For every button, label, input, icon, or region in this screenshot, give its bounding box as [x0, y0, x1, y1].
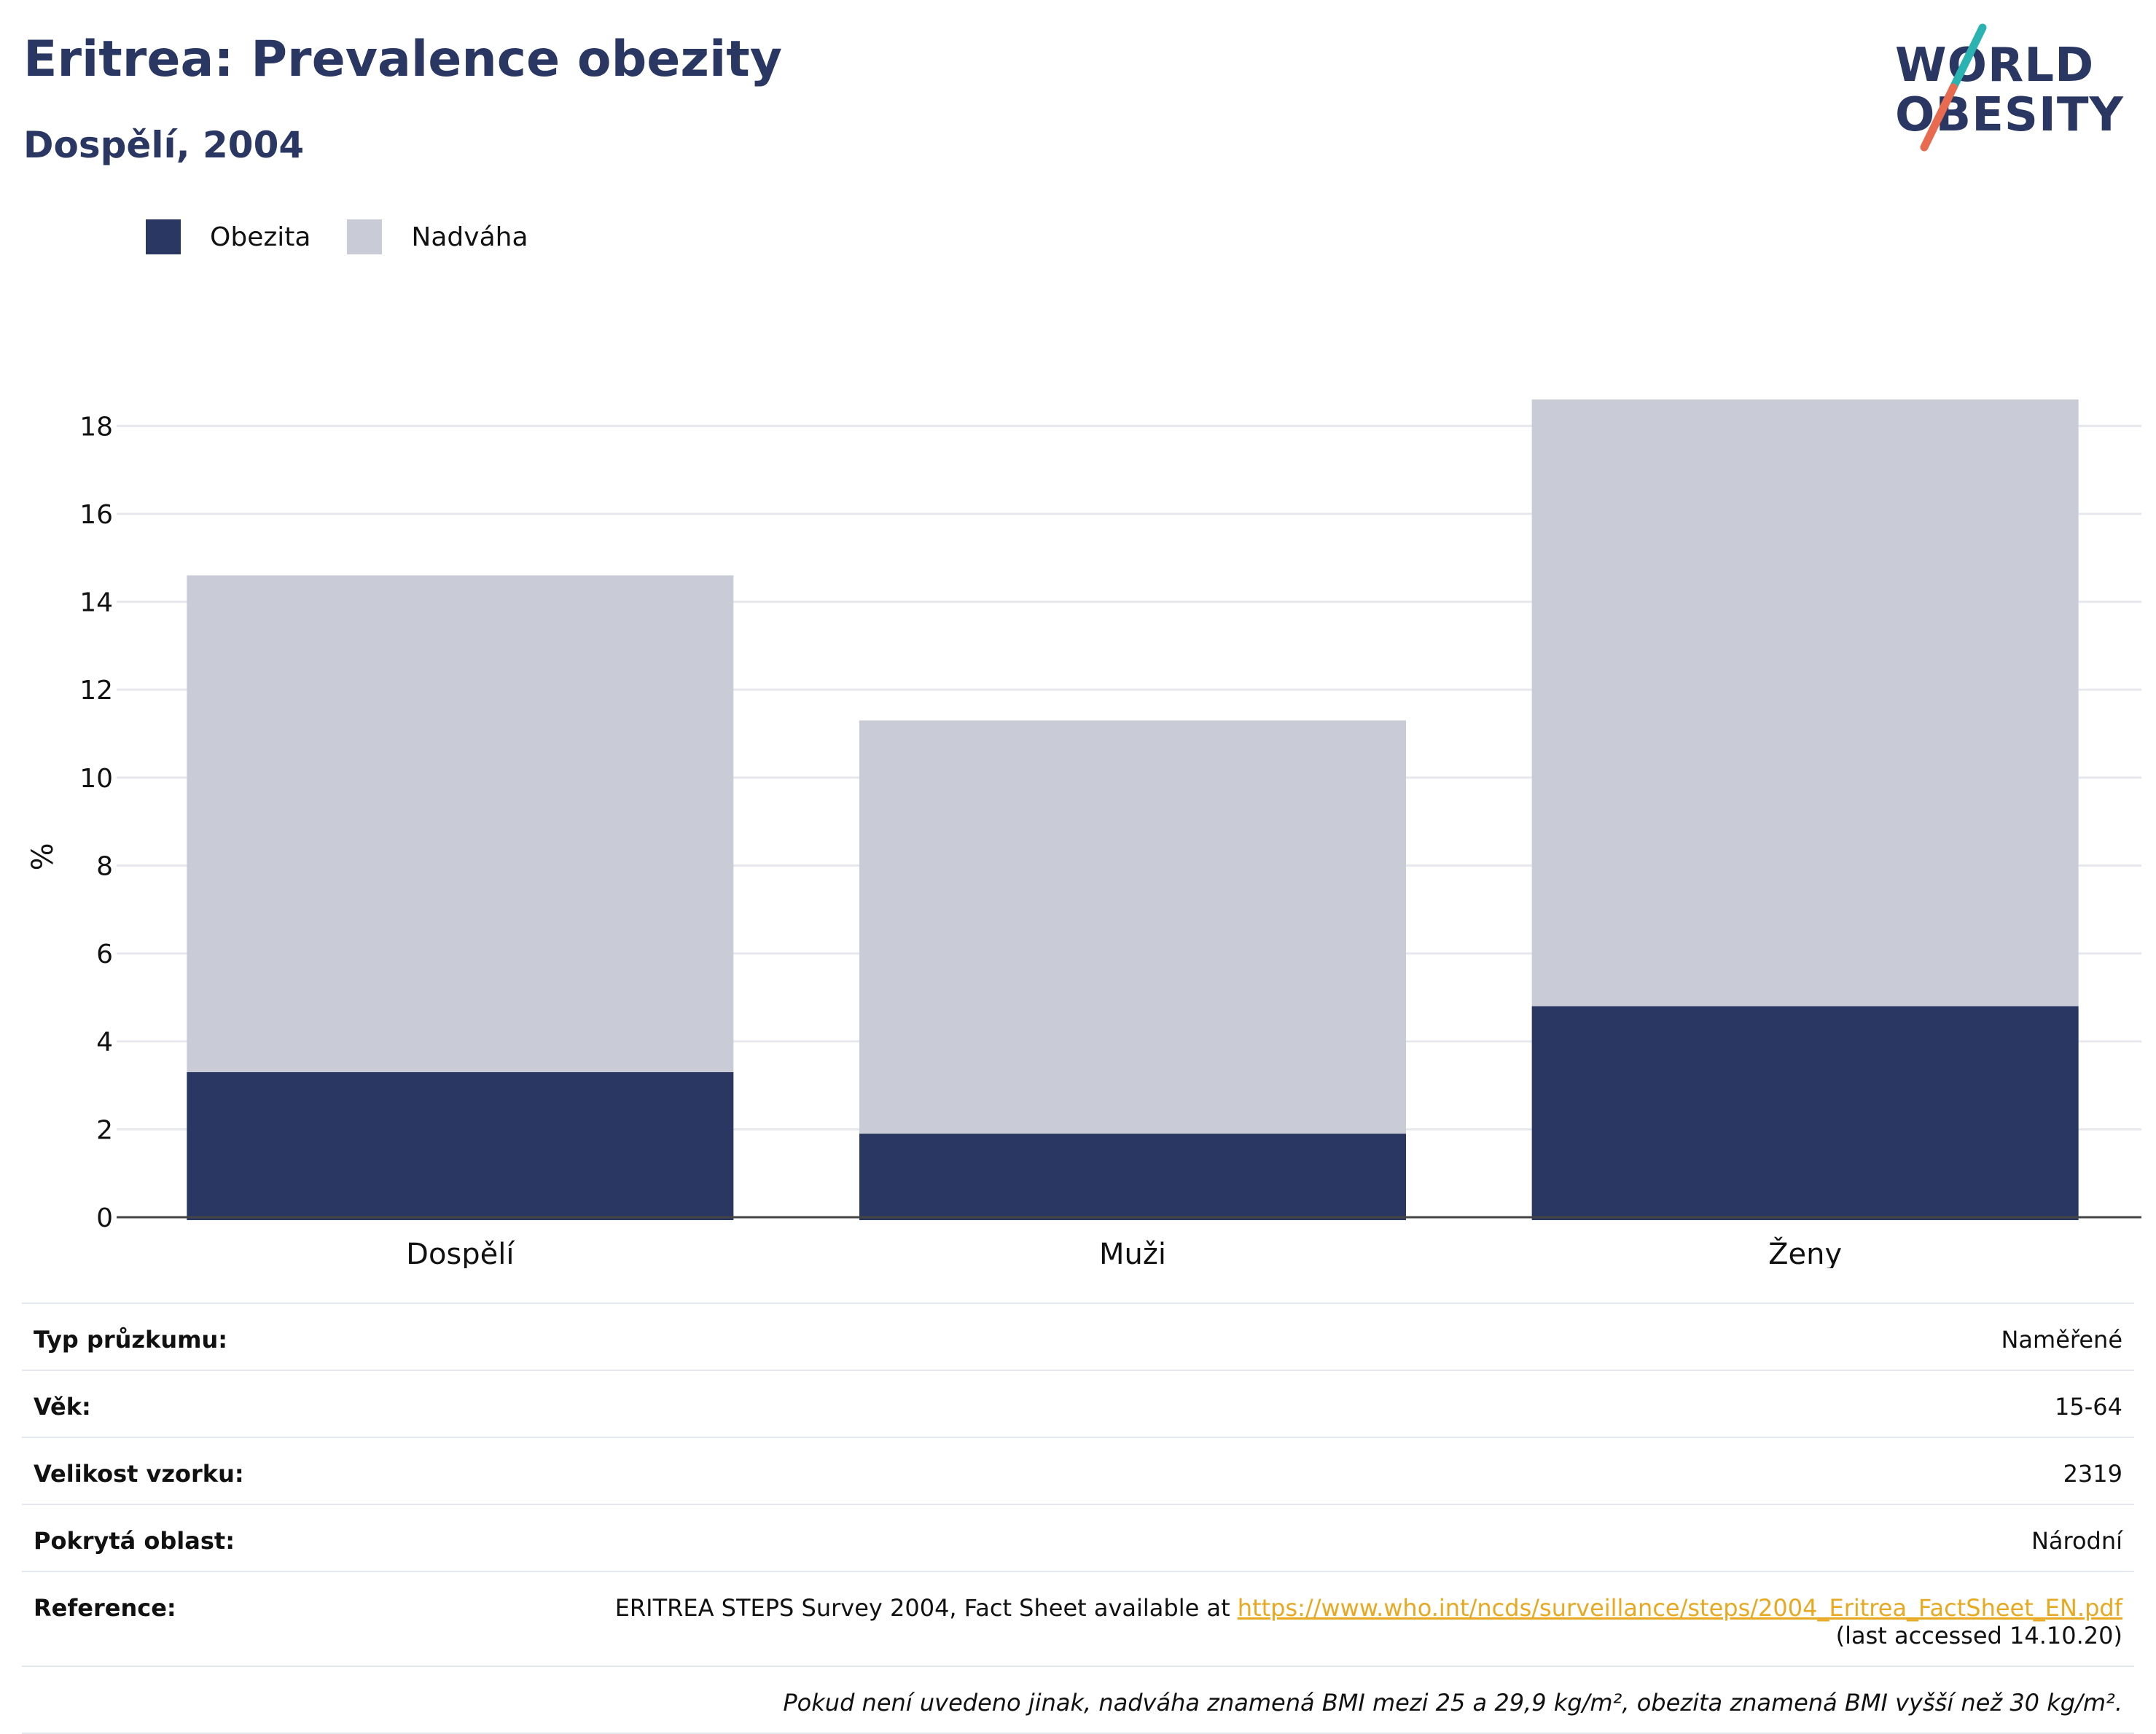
info-value: 15-64 — [2055, 1393, 2122, 1421]
bar-nadváha-2 — [1531, 399, 2079, 1007]
y-axis-label: % — [26, 843, 60, 870]
x-tick-label: Ženy — [1768, 1236, 1842, 1268]
info-key: Pokrytá oblast: — [34, 1527, 235, 1555]
legend-swatch-overweight — [347, 219, 383, 254]
legend-label-obesity: Obezita — [210, 222, 311, 252]
legend-label-overweight: Nadváha — [411, 222, 528, 252]
y-tick-label: 6 — [96, 940, 113, 969]
info-row-reference: Reference: ERITREA STEPS Survey 2004, Fa… — [22, 1571, 2134, 1665]
y-tick-label: 16 — [79, 500, 113, 530]
info-row-area: Pokrytá oblast: Národní — [22, 1504, 2134, 1571]
reference-accessed: (last accessed 14.10.20) — [1835, 1622, 2122, 1649]
y-tick-label: 0 — [96, 1203, 113, 1233]
bar-obezita-1 — [859, 1133, 1406, 1220]
x-tick-label: Muži — [1099, 1238, 1166, 1268]
survey-info-table: Typ průzkumu: Naměřené Věk: 15-64 Veliko… — [22, 1303, 2134, 1734]
info-value: Naměřené — [2001, 1326, 2122, 1354]
legend: Obezita Nadváha — [146, 219, 565, 255]
info-value: Národní — [2031, 1527, 2122, 1555]
bar-obezita-0 — [187, 1071, 734, 1220]
chart-subtitle: Dospělí, 2004 — [23, 124, 305, 166]
info-row-age: Věk: 15-64 — [22, 1370, 2134, 1437]
bar-obezita-2 — [1531, 1006, 2079, 1220]
legend-item-overweight[interactable]: Nadváha — [347, 219, 528, 254]
legend-item-obesity[interactable]: Obezita — [146, 219, 310, 254]
reference-link[interactable]: https://www.who.int/ncds/surveillance/st… — [1237, 1594, 2122, 1622]
bmi-definition-note: Pokud není uvedeno jinak, nadváha znamen… — [22, 1665, 2134, 1734]
info-row-survey-type: Typ průzkumu: Naměřené — [22, 1303, 2134, 1370]
y-tick-label: 10 — [79, 764, 113, 794]
legend-swatch-obesity — [146, 219, 181, 254]
info-value: 2319 — [2063, 1460, 2122, 1488]
info-key: Velikost vzorku: — [34, 1460, 244, 1488]
x-tick-label: Dospělí — [406, 1238, 515, 1268]
logo-slash-icon — [1920, 23, 1987, 152]
y-tick-label: 18 — [79, 412, 113, 442]
bar-chart: 0 2 4 6 8 10 12 14 16 18% Dospělí Muži Ženy — [26, 399, 2141, 1268]
info-key: Věk: — [34, 1393, 91, 1421]
logo-word-world: WORLD — [1895, 39, 2095, 93]
info-key: Typ průzkumu: — [34, 1326, 228, 1354]
info-key: Reference: — [34, 1594, 176, 1622]
y-tick-label: 12 — [79, 676, 113, 706]
bar-nadváha-1 — [859, 720, 1406, 1134]
info-row-sample-size: Velikost vzorku: 2319 — [22, 1437, 2134, 1504]
world-obesity-logo: WORLD OBESITY — [1895, 20, 2143, 159]
y-tick-label: 2 — [96, 1115, 113, 1145]
y-tick-label: 8 — [96, 851, 113, 881]
bar-nadváha-0 — [187, 575, 734, 1072]
chart-title: Eritrea: Prevalence obezity — [23, 31, 783, 88]
reference-text: ERITREA STEPS Survey 2004, Fact Sheet av… — [614, 1594, 1238, 1622]
y-tick-label: 4 — [96, 1028, 113, 1058]
reference-value: ERITREA STEPS Survey 2004, Fact Sheet av… — [615, 1594, 2122, 1649]
y-tick-label: 14 — [79, 588, 113, 618]
